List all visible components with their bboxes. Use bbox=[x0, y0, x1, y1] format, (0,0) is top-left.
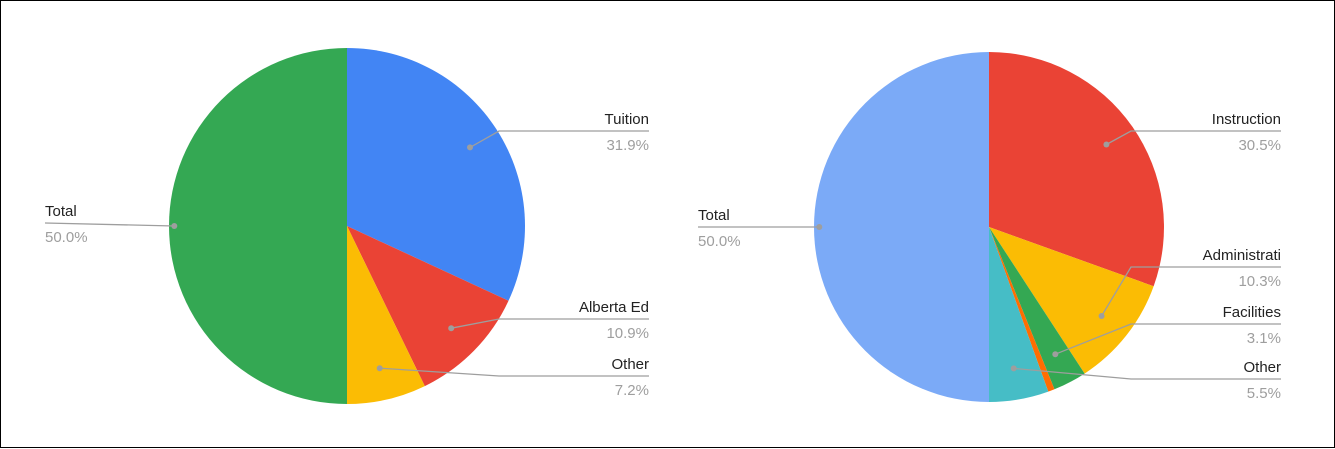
slice-percent-other: 5.5% bbox=[1247, 385, 1281, 402]
leader-dot-other bbox=[1010, 365, 1017, 372]
slice-label-other: Other bbox=[611, 356, 649, 373]
slice-label-other: Other bbox=[1243, 359, 1281, 376]
pie-slice-minor bbox=[989, 227, 1055, 392]
slice-label-facilities: Facilities bbox=[1223, 304, 1281, 321]
slice-percent-total: 50.0% bbox=[45, 229, 88, 246]
slice-label-total: Total bbox=[698, 207, 730, 224]
slice-label-alberta-ed: Alberta Ed bbox=[579, 299, 649, 316]
leader-dot-tuition bbox=[467, 144, 473, 151]
slice-percent-facilities: 3.1% bbox=[1247, 330, 1281, 347]
slice-label-administrati: Administrati bbox=[1203, 247, 1281, 264]
leader-dot-alberta-ed bbox=[448, 325, 455, 332]
pie-slice-total bbox=[169, 48, 347, 404]
leader-dot-total bbox=[171, 223, 178, 229]
pie-chart-1: Tuition 31.9% Alberta Ed 10.9% Other 7.2% Tota… bbox=[44, 48, 649, 404]
leader-dot-administrati bbox=[1098, 313, 1105, 319]
slice-percent-tuition: 31.9% bbox=[606, 137, 649, 154]
leader-dot-facilities bbox=[1052, 351, 1059, 358]
pie-slice-administrati bbox=[989, 227, 1154, 374]
slice-percent-total: 50.0% bbox=[698, 233, 741, 250]
slice-label-total: Total bbox=[45, 203, 77, 220]
pie-slice-facilities bbox=[989, 227, 1085, 390]
leader-line-facilities bbox=[1055, 323, 1281, 355]
slice-percent-alberta-ed: 10.9% bbox=[606, 325, 649, 342]
slice-percent-administrati: 10.3% bbox=[1238, 273, 1281, 290]
leader-line-other bbox=[379, 367, 649, 377]
leader-line-tuition bbox=[469, 130, 649, 148]
pie-slice-tuition bbox=[347, 48, 525, 301]
pie-chart-2: Instruction 30.5% Administrati 10.3% Facilit… bbox=[698, 52, 1281, 402]
slice-percent-instruction: 30.5% bbox=[1238, 137, 1281, 154]
leader-dot-instruction bbox=[1103, 141, 1110, 148]
pie-slice-alberta-ed bbox=[347, 226, 509, 387]
pie-slice-other bbox=[347, 226, 425, 404]
leader-dot-other bbox=[376, 365, 383, 372]
leader-line-administrati bbox=[1101, 266, 1281, 317]
leader-line-alberta-ed bbox=[451, 318, 649, 329]
leader-line-total bbox=[44, 222, 175, 227]
slice-label-tuition: Tuition bbox=[605, 111, 649, 128]
slice-percent-other: 7.2% bbox=[615, 382, 649, 399]
pie-slice-instruction bbox=[989, 52, 1164, 287]
leader-line-instruction bbox=[1106, 130, 1281, 146]
leader-dot-total bbox=[816, 224, 823, 230]
leader-line-other bbox=[1013, 367, 1281, 380]
slice-label-instruction: Instruction bbox=[1212, 111, 1281, 128]
pie-slice-total bbox=[814, 52, 989, 402]
pie-slice-other bbox=[989, 227, 1049, 402]
